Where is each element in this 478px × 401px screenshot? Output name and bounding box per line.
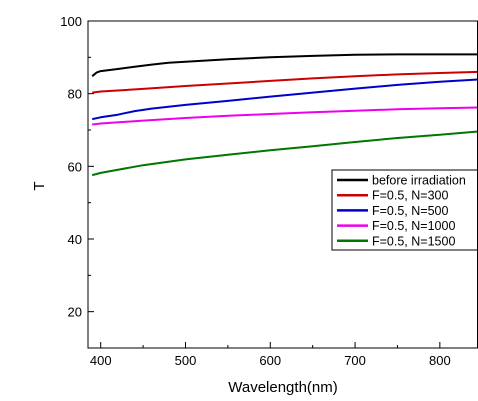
axis-ticks: 400 500 600 700 800 20 40 60 80 100 — [60, 14, 450, 368]
y-axis-label: T — [31, 181, 48, 190]
x-tick-label: 700 — [344, 353, 366, 368]
y-tick-label: 20 — [68, 305, 82, 320]
legend-label: before irradiation — [372, 174, 466, 188]
y-tick-label: 60 — [68, 159, 82, 174]
x-tick-label: 400 — [90, 353, 112, 368]
series-line-2 — [92, 70, 478, 94]
series-line-5 — [91, 130, 478, 177]
series-line-4 — [92, 106, 478, 126]
y-tick-label: 100 — [60, 14, 82, 29]
x-tick-label: 800 — [429, 353, 451, 368]
legend-label: F=0.5, N=300 — [372, 189, 448, 203]
x-tick-label: 600 — [259, 353, 281, 368]
series-line-1 — [91, 53, 478, 77]
series-lines — [91, 53, 478, 177]
legend-label: F=0.5, N=500 — [372, 204, 448, 218]
x-axis-label: Wavelength(nm) — [228, 379, 337, 396]
legend-label: F=0.5, N=1500 — [372, 234, 455, 248]
y-tick-label: 40 — [68, 232, 82, 247]
legend-label: F=0.5, N=1000 — [372, 219, 455, 233]
y-tick-label: 80 — [68, 87, 82, 102]
series-line-3 — [91, 78, 478, 121]
x-tick-label: 500 — [175, 353, 197, 368]
